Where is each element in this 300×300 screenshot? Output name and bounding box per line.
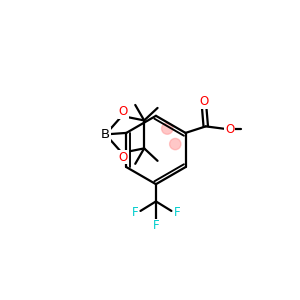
Text: F: F xyxy=(153,219,159,232)
Text: F: F xyxy=(173,206,180,219)
Text: O: O xyxy=(200,95,209,109)
Circle shape xyxy=(162,123,173,134)
Text: O: O xyxy=(119,105,128,118)
Text: F: F xyxy=(132,206,139,219)
Text: O: O xyxy=(225,123,234,136)
Text: B: B xyxy=(101,128,110,141)
Text: O: O xyxy=(119,151,128,164)
Circle shape xyxy=(169,138,181,150)
